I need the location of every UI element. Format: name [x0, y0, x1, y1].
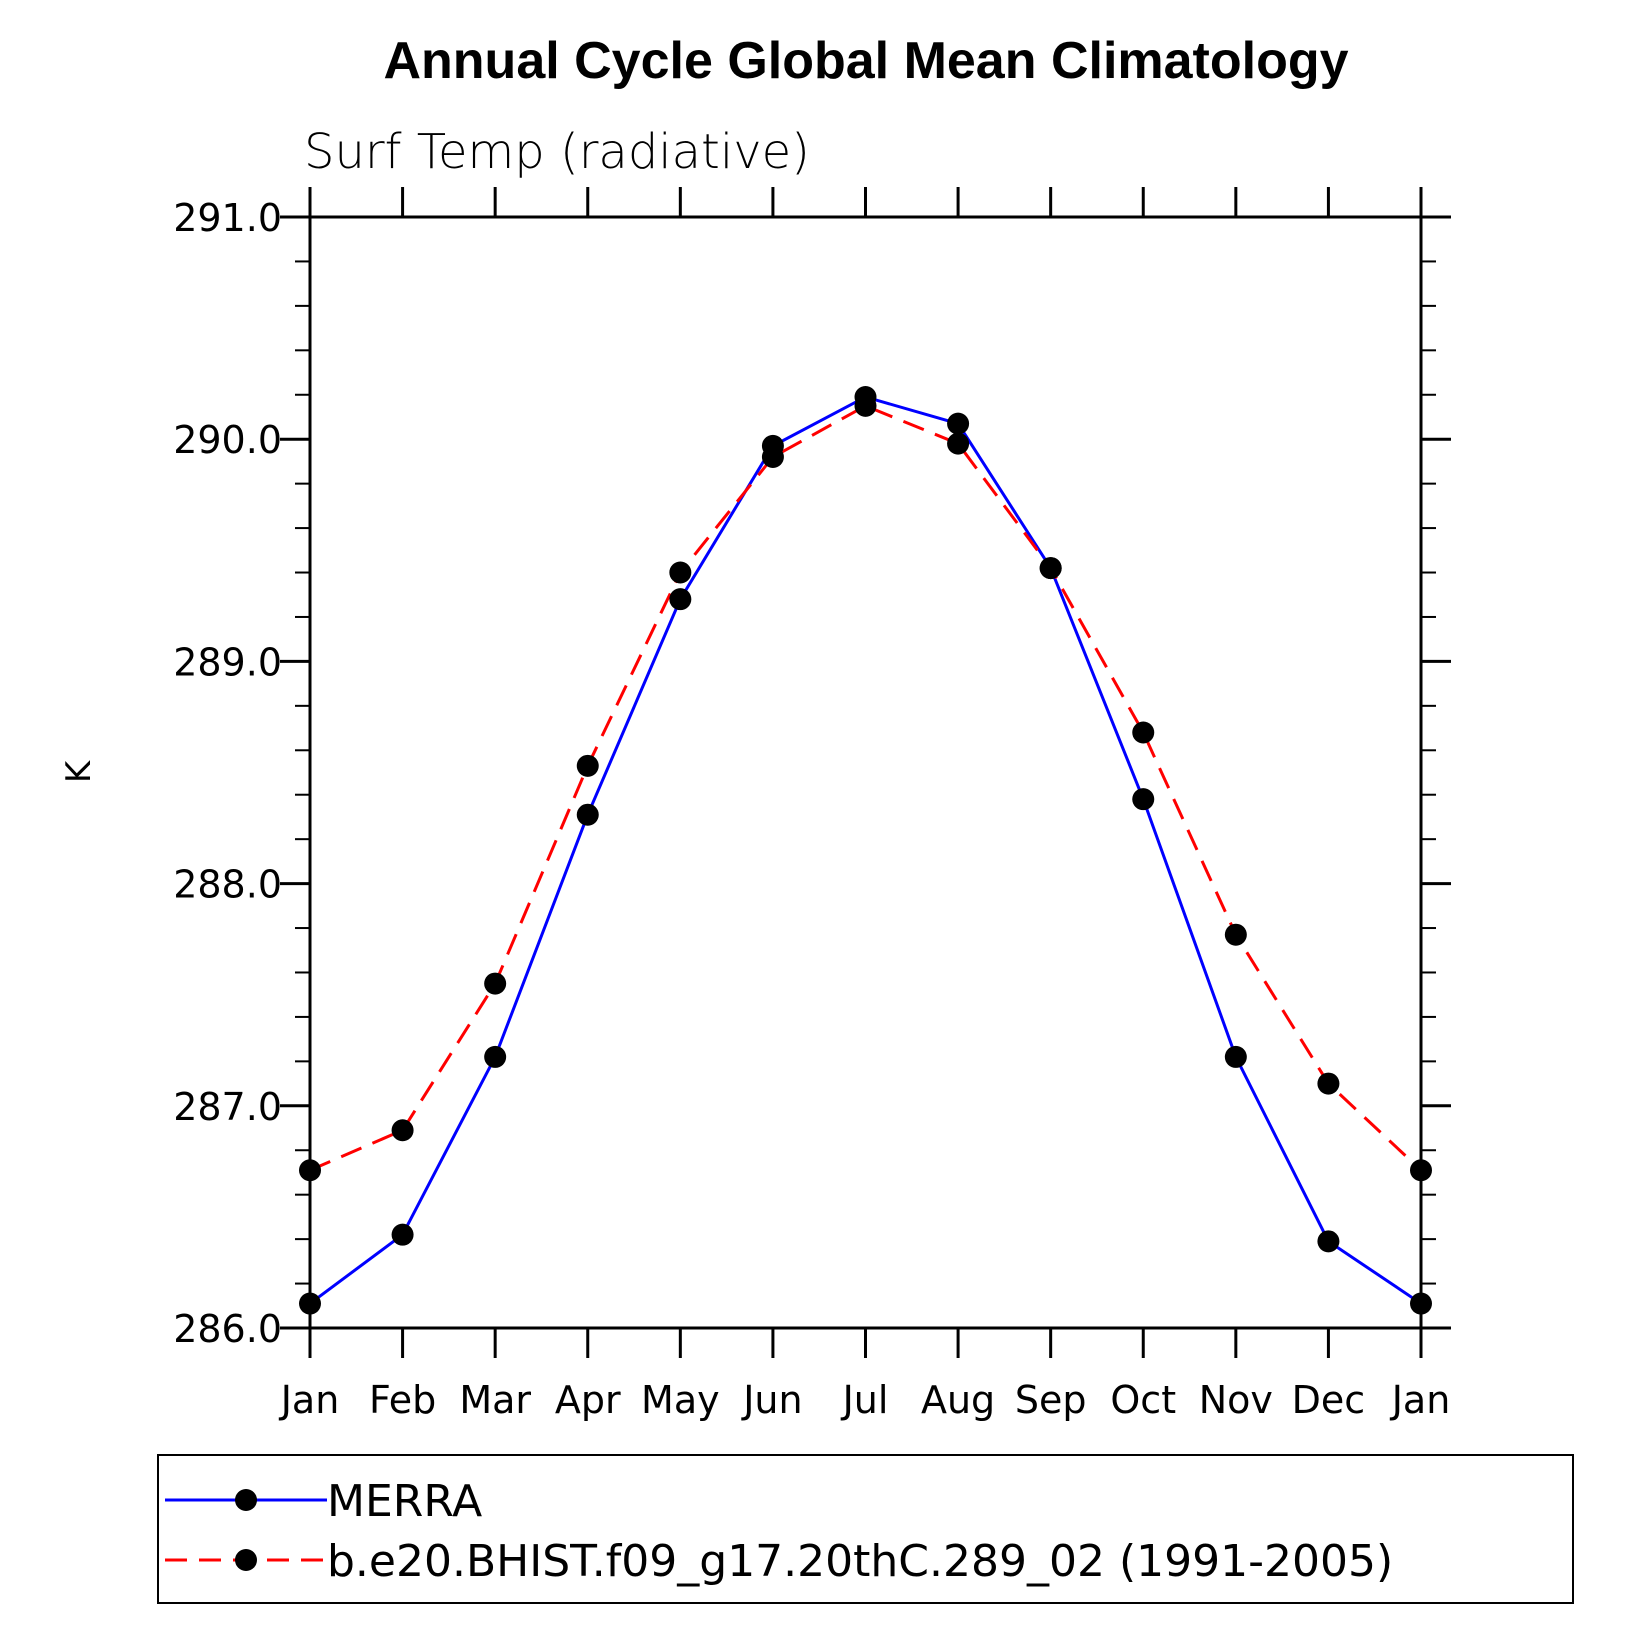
series-1-point [854, 394, 877, 417]
x-tick-label: Aug [921, 1378, 995, 1422]
series-0-point [669, 588, 692, 611]
x-tick-label: May [641, 1378, 720, 1422]
series-0-point [1132, 788, 1155, 811]
x-tick-label: Mar [459, 1378, 531, 1422]
series-1-point [576, 754, 599, 777]
legend-box [157, 1454, 1574, 1604]
series-0-point [484, 1045, 507, 1068]
series-1-point [1132, 721, 1155, 744]
legend-label-0: MERRA [327, 1476, 482, 1527]
y-tick-label: 290.0 [173, 418, 282, 462]
series-1-point [484, 972, 507, 995]
series-1-point [1039, 557, 1062, 580]
series-0-point [1224, 1045, 1247, 1068]
series-1-point [1317, 1072, 1340, 1095]
x-tick-label: Sep [1015, 1378, 1087, 1422]
x-tick-label: Jan [279, 1378, 340, 1422]
series-1-point [947, 432, 970, 455]
x-tick-label: Jul [841, 1378, 889, 1422]
series-0-point [947, 412, 970, 435]
legend-marker-1 [235, 1549, 257, 1571]
legend-label-1: b.e20.BHIST.f09_g17.20thC.289_02 (1991-2… [327, 1536, 1393, 1587]
series-0-point [1317, 1230, 1340, 1253]
series-1-point [1224, 923, 1247, 946]
x-tick-label: Nov [1199, 1378, 1273, 1422]
x-tick-label: Dec [1292, 1378, 1366, 1422]
y-tick-label: 286.0 [173, 1307, 282, 1351]
x-tick-label: Apr [555, 1378, 621, 1422]
x-tick-label: Jun [741, 1378, 802, 1422]
series-1-point [391, 1119, 414, 1142]
legend-marker-0 [235, 1489, 257, 1511]
series-line-1 [309, 404, 1423, 1172]
y-tick-label: 287.0 [173, 1085, 282, 1129]
series-0-point [391, 1223, 414, 1246]
series-line-0 [309, 395, 1422, 1305]
x-tick-label: Jan [1390, 1378, 1451, 1422]
plot-frame [308, 215, 1423, 1330]
y-axis-label: K [59, 759, 99, 783]
y-tick-label: 289.0 [173, 640, 282, 684]
series-layer [299, 385, 1432, 1315]
y-tick-label: 288.0 [173, 863, 282, 907]
legend: MERRA b.e20.BHIST.f09_g17.20thC.289_02 (1… [157, 1454, 1574, 1604]
series-0-point [576, 803, 599, 826]
ticks-layer: Jan Feb Mar Apr May Jun Jul Aug Sep Oct Nov Dec Jan 2… [173, 187, 1451, 1422]
chart-subtitle: Surf Temp (radiative) [304, 124, 810, 180]
chart-title: Annual Cycle Global Mean Climatology [383, 32, 1348, 90]
x-tick-label: Feb [369, 1378, 436, 1422]
x-tick-label: Oct [1110, 1378, 1176, 1422]
y-tick-label: 291.0 [173, 196, 282, 240]
series-1-point [761, 445, 784, 468]
series-1-point [669, 561, 692, 584]
